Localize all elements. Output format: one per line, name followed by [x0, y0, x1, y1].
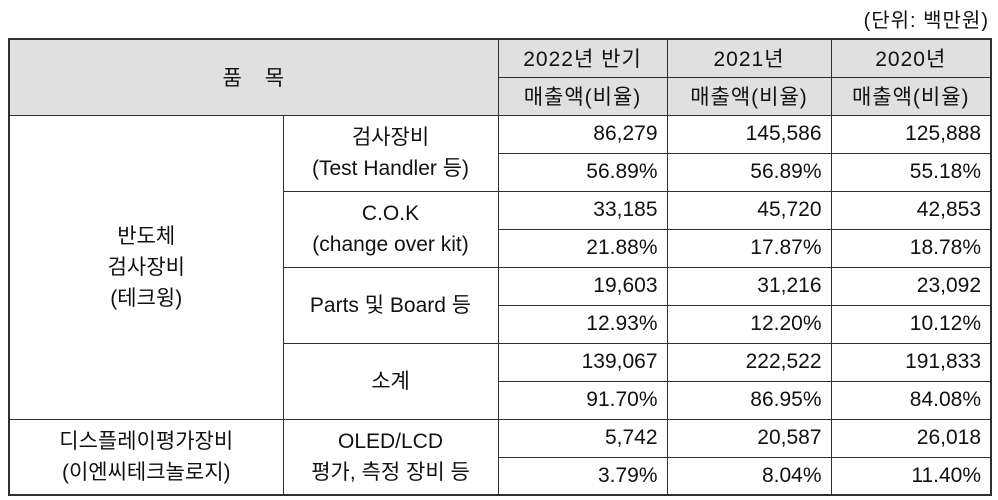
ratio-value-cell: 86.95%	[666, 380, 832, 420]
ratio-value-cell: 21.88%	[497, 228, 668, 268]
table-row: Parts 및 Board 등 19,603 31,216 23,092	[9, 266, 992, 344]
group-name-cell-enc-tech: 디스플레이평가장비 (이엔씨테크놀로지)	[8, 418, 284, 496]
sales-ratio-header-cell: 매출액(비율)	[497, 76, 668, 116]
sales-value-cell: 31,216	[666, 266, 832, 306]
group-name-line: 디스플레이평가장비	[59, 429, 234, 453]
ratio-value-cell: 10.12%	[830, 304, 992, 344]
unit-label: (단위: 백만원)	[863, 10, 989, 32]
product-label-cell-subtotal: 소계	[282, 342, 499, 420]
sales-value-cell: 191,833	[830, 342, 992, 382]
group-name-line: (이엔씨테크놀로지)	[61, 460, 231, 484]
sales-value-cell: 26,018	[830, 418, 992, 458]
ratio-value-cell: 11.40%	[830, 456, 992, 496]
sales-value-cell: 20,587	[666, 418, 832, 458]
item-header-cell: 품 목	[8, 38, 499, 116]
ratio-value-cell: 12.20%	[666, 304, 832, 344]
header-row-years: 품 목 2022년 반기 2021년 2020년	[8, 38, 992, 116]
sales-value-cell: 222,522	[666, 342, 832, 382]
table-row: 디스플레이평가장비 (이엔씨테크놀로지) OLED/LCD 평가, 측정 장비 …	[8, 418, 992, 496]
sales-value-cell: 23,092	[830, 266, 992, 306]
sales-value-cell: 19,603	[497, 266, 668, 306]
product-label-cell-cok: C.O.K (change over kit)	[282, 190, 499, 268]
sales-value-cell: 145,586	[666, 114, 832, 154]
sales-value-cell: 5,742	[497, 418, 668, 458]
year-header-2022h1: 2022년 반기	[497, 38, 668, 78]
product-label-line: 검사장비	[351, 126, 430, 149]
ratio-value-cell: 55.18%	[830, 152, 992, 192]
table-row: 3.79% 8.04% 11.40%	[9, 456, 992, 496]
sales-value-cell: 139,067	[497, 342, 668, 382]
ratio-value-cell: 8.04%	[666, 456, 832, 496]
group-name-line: 반도체	[117, 224, 176, 248]
product-label-line: (Test Handler 등)	[311, 157, 470, 180]
header-row-sales-ratio: 매출액(비율) 매출액(비율) 매출액(비율)	[9, 76, 992, 116]
sales-value-cell: 33,185	[497, 190, 668, 230]
product-label-cell-parts-board: Parts 및 Board 등	[282, 266, 499, 344]
sales-value-cell: 125,888	[830, 114, 992, 154]
group-name-line: (테크윙)	[110, 286, 183, 310]
table-row: 반도체 검사장비 (테크윙) 검사장비 (Test Handler 등) 86,…	[8, 114, 992, 420]
product-label-line: 소계	[371, 369, 410, 393]
sales-ratio-header-cell: 매출액(비율)	[666, 76, 832, 116]
year-header-2021: 2021년	[666, 38, 832, 78]
product-label-line: C.O.K	[361, 202, 420, 225]
group-name-line: 검사장비	[107, 255, 185, 279]
table-row: 56.89% 56.89% 55.18%	[9, 152, 992, 192]
ratio-value-cell: 56.89%	[497, 152, 668, 192]
ratio-value-cell: 56.89%	[666, 152, 832, 192]
product-label-line: OLED/LCD	[337, 429, 444, 453]
ratio-value-cell: 91.70%	[497, 380, 668, 420]
product-label-cell-test-handler: 검사장비 (Test Handler 등)	[282, 114, 499, 192]
sales-value-cell: 42,853	[830, 190, 992, 230]
table-row: C.O.K (change over kit) 33,185 45,720 42…	[9, 190, 992, 268]
sales-value-cell: 45,720	[666, 190, 832, 230]
ratio-value-cell: 17.87%	[666, 228, 832, 268]
product-label-line: (change over kit)	[312, 233, 469, 256]
year-header-2020: 2020년	[830, 38, 992, 78]
ratio-value-cell: 18.78%	[830, 228, 992, 268]
product-label-line: 평가, 측정 장비 등	[311, 460, 470, 484]
ratio-value-cell: 12.93%	[497, 304, 668, 344]
group-name-cell-tecwing: 반도체 검사장비 (테크윙)	[8, 114, 284, 420]
ratio-value-cell: 3.79%	[497, 456, 668, 496]
sales-value-cell: 86,279	[497, 114, 668, 154]
revenue-by-product-table: 품 목 2022년 반기 2021년 2020년 매출액(비율) 매출액(비율)…	[8, 38, 993, 496]
product-label-line: Parts 및 Board 등	[309, 293, 472, 317]
sales-ratio-header-cell: 매출액(비율)	[830, 76, 992, 116]
ratio-value-cell: 84.08%	[830, 380, 992, 420]
product-label-cell-oled-lcd: OLED/LCD 평가, 측정 장비 등	[282, 418, 499, 496]
